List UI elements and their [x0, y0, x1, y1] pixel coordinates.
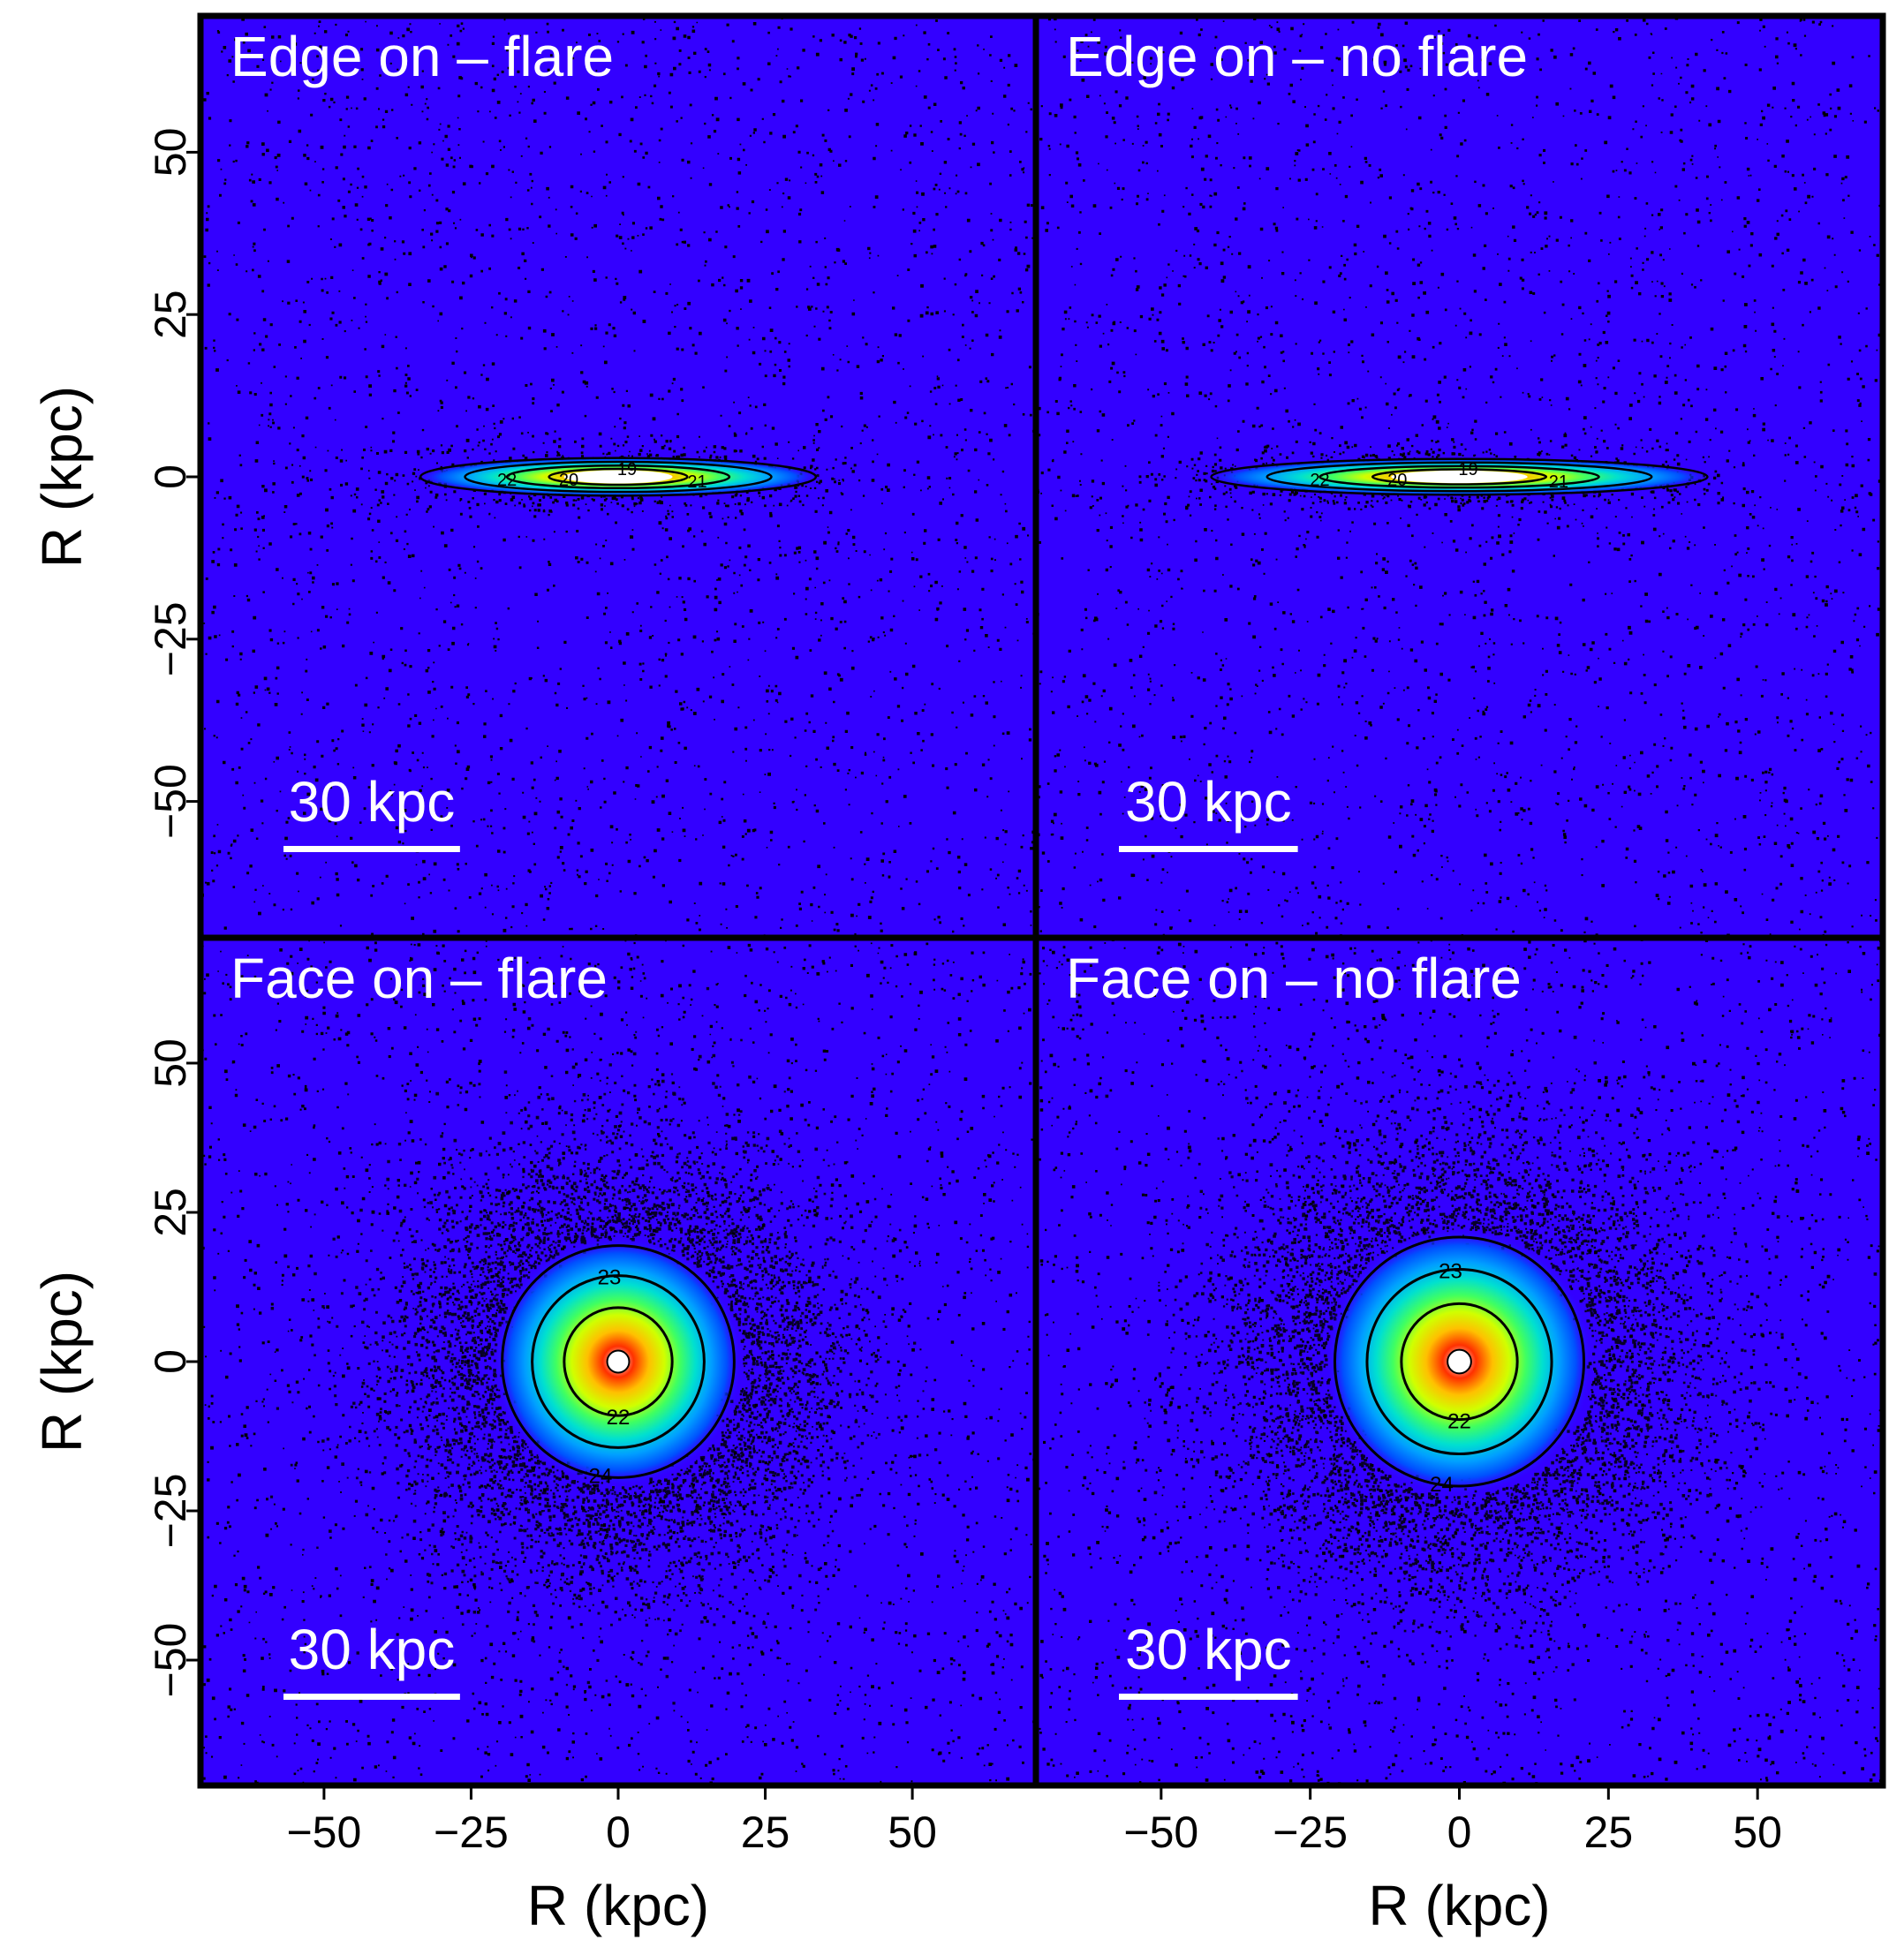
contour-line: [1333, 1235, 1586, 1488]
contour-line: [464, 460, 773, 494]
contour-label: 20: [1387, 471, 1407, 490]
y-tick-label: 25: [146, 1188, 195, 1237]
contour-line: [563, 1306, 674, 1417]
scale-bar: [283, 846, 460, 852]
y-tick-label: 0: [146, 1349, 195, 1374]
panel-title: Edge on – no flare: [1066, 25, 1528, 88]
y-axis-label: R (kpc): [30, 1271, 94, 1453]
panel-field: 22 23 24: [1036, 938, 1883, 1785]
x-tick-label: 50: [888, 1808, 937, 1857]
panel-field: 19 20 21 22: [200, 16, 1036, 938]
noise-dots: [201, 938, 1036, 1785]
contour-label: 24: [1430, 1473, 1454, 1497]
y-tick-label: 50: [146, 1038, 195, 1088]
contour-label: 19: [617, 460, 637, 479]
contour-line: [501, 1244, 736, 1479]
contour-label: 22: [1310, 471, 1329, 490]
contour-line: [548, 467, 689, 487]
contour-label: 22: [497, 471, 517, 490]
disk-core: [1391, 470, 1528, 484]
scale-bar: [1119, 1694, 1298, 1700]
y-tick-label: 0: [146, 464, 195, 489]
panel-title: Face on – no flare: [1066, 947, 1522, 1010]
contour-label: 21: [1549, 472, 1568, 492]
contour-label: 23: [1439, 1259, 1462, 1283]
contour-line: [1365, 1267, 1553, 1456]
contour-line: [1400, 1302, 1519, 1422]
contour-label: 22: [1447, 1410, 1471, 1434]
x-axis-label: R (kpc): [527, 1874, 709, 1937]
contour-label: 22: [607, 1406, 631, 1430]
disk-core: [1447, 1348, 1472, 1375]
noise-dots: [1036, 16, 1883, 938]
x-tick-label: −25: [434, 1808, 509, 1857]
contour-line: [419, 457, 818, 497]
x-tick-label: −50: [286, 1808, 361, 1857]
x-tick-label: 0: [1447, 1808, 1472, 1857]
halo-dots: [270, 986, 967, 1730]
contour-line: [1266, 461, 1653, 493]
y-tick-label: 50: [146, 128, 195, 177]
y-axis-label: R (kpc): [30, 386, 94, 568]
contour-label: 20: [559, 471, 578, 490]
y-tick-label: −50: [146, 1623, 195, 1698]
scale-bar-label: 30 kpc: [289, 1618, 456, 1681]
y-tick-label: −25: [146, 1474, 195, 1549]
contour-line: [505, 464, 731, 490]
panel-title: Face on – flare: [230, 947, 608, 1010]
panel-edge-noflare: 19 20 21 22 Edge on – no flare 30 kpc: [1036, 16, 1883, 938]
halo-dots: [1077, 957, 1878, 1761]
y-tick-label: −50: [146, 764, 195, 839]
disk-core: [563, 470, 673, 484]
x-tick-label: 0: [606, 1808, 631, 1857]
panel-face-noflare: 22 23 24 Face on – no flare 30 kpc −50 −25 0 25 5…: [1036, 938, 1883, 1937]
panel-face-flare: 22 23 24 Face on – flare 30 kpc −50 −25 0 25 50 R …: [30, 938, 1036, 1937]
contour-label: 23: [598, 1266, 622, 1290]
scale-bar-label: 30 kpc: [1125, 770, 1292, 834]
disk-core: [606, 1349, 631, 1374]
x-axis-label: R (kpc): [1368, 1874, 1550, 1937]
figure-frame: [197, 12, 1886, 1789]
contour-line: [1318, 464, 1600, 489]
panel-field: 19 20 21 22: [1036, 16, 1883, 938]
scale-bar-label: 30 kpc: [1125, 1618, 1292, 1681]
contour-line: [1210, 457, 1709, 496]
panel-title: Edge on – flare: [230, 25, 614, 88]
contour-label: 19: [1458, 460, 1477, 479]
contour-line: [531, 1274, 706, 1449]
y-tick-label: 25: [146, 290, 195, 339]
x-tick-label: −25: [1273, 1808, 1348, 1857]
x-tick-label: −50: [1123, 1808, 1198, 1857]
scale-bar: [1119, 846, 1298, 852]
y-tick-label: −25: [146, 601, 195, 676]
contour-label: 24: [589, 1464, 613, 1488]
x-tick-label: 50: [1733, 1808, 1782, 1857]
x-tick-label: 25: [741, 1808, 790, 1857]
contour-line: [1371, 468, 1548, 486]
panel-edge-flare: 19 20 21 22 Edge on – flare 30 kpc −50 −25 0 25 50…: [30, 16, 1036, 938]
panel-field: 22 23 24: [201, 938, 1036, 1785]
x-tick-label: 25: [1584, 1808, 1634, 1857]
scale-bar: [283, 1694, 460, 1700]
scale-bar-label: 30 kpc: [289, 770, 456, 834]
contour-label: 21: [687, 472, 706, 492]
